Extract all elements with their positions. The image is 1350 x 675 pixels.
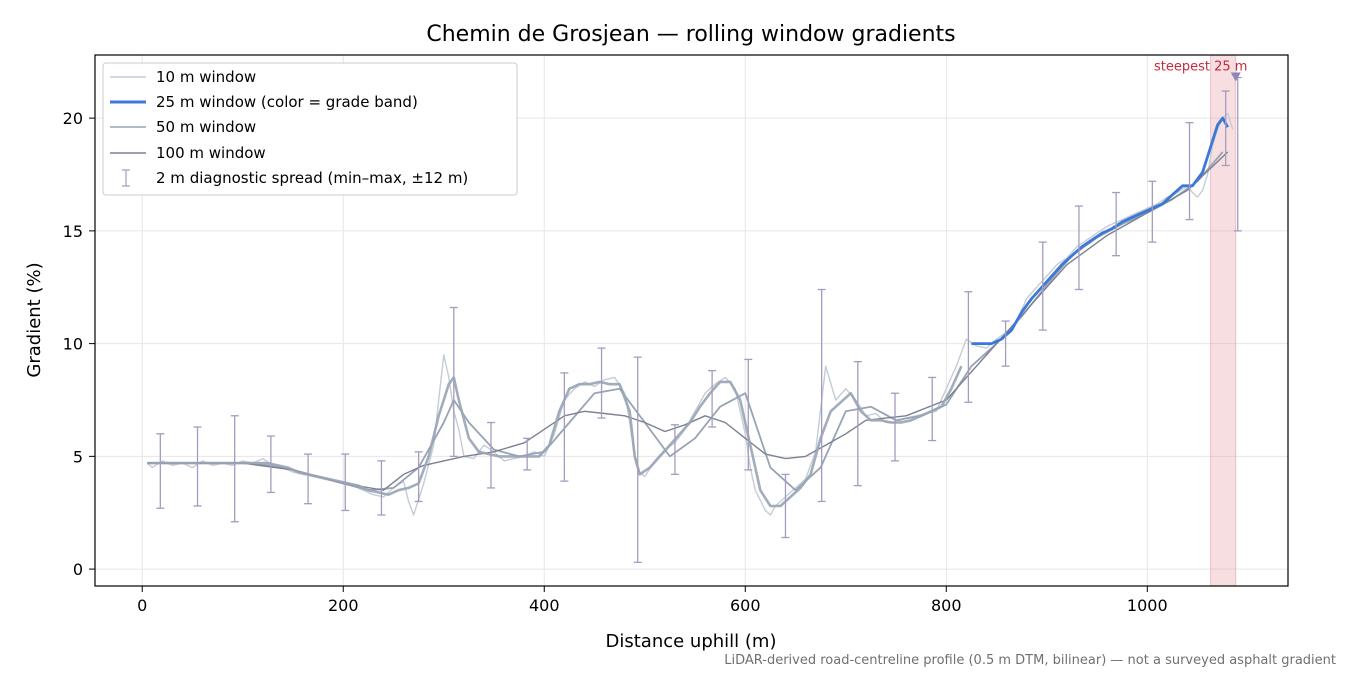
x-tick-label: 1000 [1127, 596, 1168, 615]
spread-errorbar [449, 306, 458, 458]
spread-errorbar [1074, 205, 1083, 291]
plot-frame [94, 54, 1289, 587]
y-tick-label: 10 [63, 335, 83, 354]
spread-errorbar [744, 358, 753, 471]
x-tick-label: 200 [328, 596, 359, 615]
legend-label-25m: 25 m window (color = grade band) [156, 93, 418, 111]
chart-title: Chemin de Grosjean — rolling window grad… [426, 22, 955, 47]
y-tick-label: 15 [63, 222, 83, 241]
spread-errorbar [341, 453, 350, 512]
spread-errorbar [670, 424, 679, 476]
legend-label-10m: 10 m window [156, 68, 256, 86]
spread-errorbar [1148, 180, 1157, 243]
spread-errorbar [1112, 191, 1121, 257]
x-tick-label: 800 [931, 596, 962, 615]
spread-errorbar [377, 460, 386, 516]
y-tick-label: 20 [63, 109, 83, 128]
y-tick-label: 5 [73, 447, 83, 466]
spread-errorbar [597, 347, 606, 419]
spread-errorbar [928, 376, 937, 442]
spread-errorbar [891, 392, 900, 462]
legend-label-100m: 100 m window [156, 144, 266, 162]
grid [95, 55, 1288, 586]
x-tick-label: 400 [529, 596, 560, 615]
spread-errorbar [964, 291, 973, 403]
x-tick-label: 600 [730, 596, 761, 615]
diagnostic-spread [156, 76, 1242, 563]
spread-errorbar [266, 435, 275, 494]
legend-box [102, 62, 518, 196]
series-line-25m-blue [971, 116, 1229, 346]
y-tick-label: 0 [73, 560, 83, 579]
x-axis-label: Distance uphill (m) [606, 631, 777, 652]
annotation-layer: steepest 25 m [1154, 60, 1247, 82]
spread-errorbar [486, 421, 495, 489]
spread-errorbar [304, 453, 313, 505]
spread-errorbar [560, 372, 569, 482]
spread-errorbar [1001, 320, 1010, 367]
spread-errorbar [230, 415, 239, 523]
spread-errorbar [414, 451, 423, 503]
spread-errorbar [193, 426, 202, 507]
spread-errorbar [633, 356, 642, 563]
legend-label-spread: 2 m diagnostic spread (min–max, ±12 m) [156, 169, 468, 187]
legend-label-50m: 50 m window [156, 118, 256, 136]
steepest-marker [1230, 72, 1241, 82]
spread-errorbar [708, 370, 717, 428]
y-axis-label: Gradient (%) [24, 262, 45, 377]
spread-errorbar [817, 288, 826, 503]
series-line-100m [147, 151, 1229, 491]
spread-errorbar [156, 433, 165, 509]
spread-errorbar [781, 473, 790, 539]
legend: 10 m window 25 m window (color = grade b… [102, 62, 518, 196]
footnote: LiDAR-derived road-centreline profile (0… [724, 653, 1336, 668]
spread-errorbar [1185, 121, 1194, 221]
steepest-25m-band [1210, 54, 1237, 587]
legend-swatch-spread [122, 169, 130, 187]
steepest-label: steepest 25 m [1154, 60, 1247, 75]
spread-errorbar [523, 437, 532, 471]
axis-ticks: 0 200 400 600 800 1000 0 5 10 15 20 [63, 109, 1168, 615]
series-layer [146, 112, 1234, 516]
spread-errorbar [1038, 241, 1047, 331]
spread-errorbar [853, 360, 862, 487]
highlight-layer [1210, 54, 1237, 587]
spread-errorbar [1221, 90, 1230, 167]
x-tick-label: 0 [137, 596, 147, 615]
